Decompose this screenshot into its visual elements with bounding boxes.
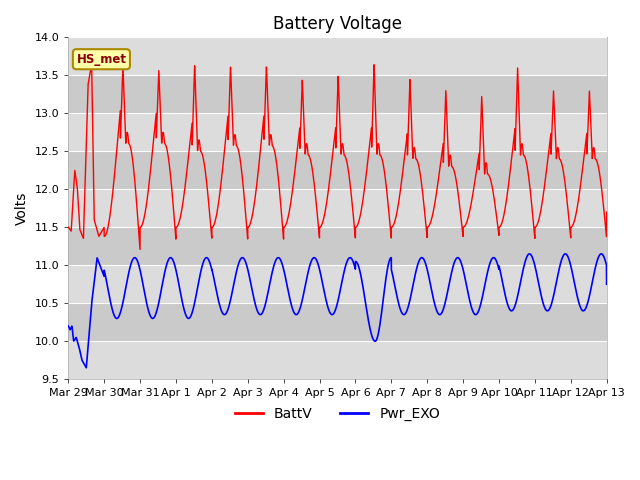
Bar [68,113,607,151]
Bar [68,265,607,303]
Y-axis label: Volts: Volts [15,192,29,225]
Bar [68,227,607,265]
Text: HS_met: HS_met [76,53,127,66]
Legend: BattV, Pwr_EXO: BattV, Pwr_EXO [229,402,445,427]
Bar [68,151,607,189]
Bar [68,75,607,113]
Title: Battery Voltage: Battery Voltage [273,15,402,33]
Bar [68,189,607,227]
Bar [68,303,607,341]
Bar [68,341,607,379]
Bar [68,37,607,75]
